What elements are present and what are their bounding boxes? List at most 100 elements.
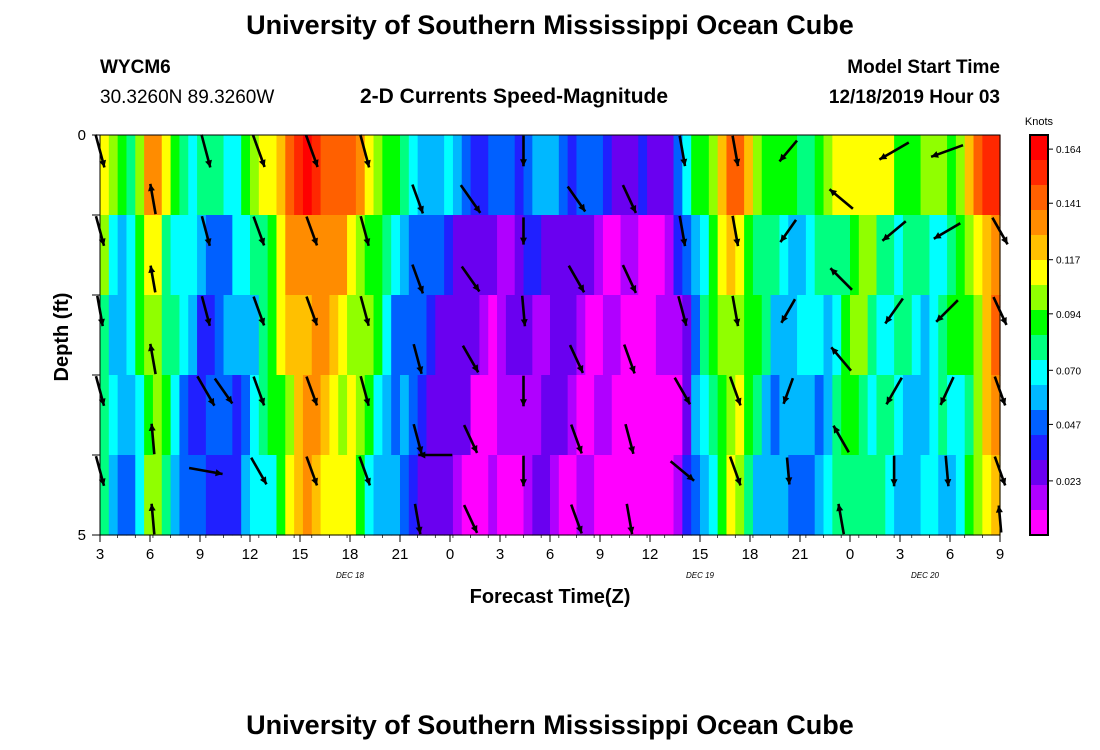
heatmap-cell [267, 455, 278, 536]
heatmap-cell [391, 375, 401, 456]
heatmap-cell [814, 215, 825, 296]
colorbar-segment [1030, 278, 1048, 286]
heatmap-cell [347, 215, 357, 296]
heatmap-cell [991, 375, 1001, 456]
heatmap-cell [152, 295, 163, 376]
heatmap-cell [911, 215, 922, 296]
heatmap-cell [126, 375, 136, 456]
heatmap-cell [532, 135, 542, 216]
heatmap-cell [523, 295, 533, 376]
current-vector [520, 375, 527, 407]
heatmap-cell [841, 375, 851, 456]
heatmap-cell [867, 295, 878, 376]
heatmap-cell [770, 375, 781, 456]
current-vector [305, 296, 319, 326]
heatmap-cell [241, 375, 251, 456]
heatmap-cell [250, 375, 260, 456]
heatmap-cell [117, 455, 128, 536]
colorbar-segment [1030, 466, 1048, 474]
heatmap-cell [426, 215, 436, 296]
heatmap-cell [267, 215, 278, 296]
heatmap-cell [179, 375, 189, 456]
heatmap-cell [585, 295, 595, 376]
heatmap-cell [364, 295, 375, 376]
heatmap-cell [461, 295, 472, 376]
heatmap-cell [876, 455, 886, 536]
colorbar-segment [1030, 191, 1048, 199]
heatmap-cell [682, 375, 692, 456]
heatmap-cell [576, 215, 586, 296]
colorbar-segment [1030, 203, 1048, 211]
heatmap-cell [850, 295, 860, 376]
heatmap-cell [752, 135, 763, 216]
heatmap-cell [929, 455, 939, 536]
heatmap-cell [302, 295, 313, 376]
colorbar-label: Knots [1025, 116, 1054, 128]
current-vector [878, 141, 910, 161]
heatmap-cell [497, 215, 507, 296]
current-vector [412, 343, 424, 375]
colorbar-segment [1030, 347, 1048, 355]
heatmap-cell [629, 375, 639, 456]
current-vector [890, 455, 898, 487]
heatmap-cell [973, 135, 983, 216]
heatmap-cell [911, 375, 922, 456]
heatmap-cell [355, 455, 366, 536]
heatmap-cell [223, 295, 233, 376]
heatmap-cell [100, 215, 110, 296]
current-vector [885, 377, 903, 405]
vector-head [576, 365, 584, 373]
heatmap-cell [523, 135, 533, 216]
heatmap-cell [197, 375, 207, 456]
vector-head [830, 268, 838, 276]
heatmap-cell [744, 375, 754, 456]
heatmap-cell [576, 295, 586, 376]
vector-head [258, 237, 265, 246]
heatmap-cell [505, 215, 516, 296]
vector-head [940, 397, 947, 405]
vector-head [148, 343, 155, 352]
current-vector [728, 376, 742, 406]
current-vector [252, 216, 266, 246]
current-vector [836, 503, 846, 535]
heatmap-cell [867, 135, 878, 216]
heatmap-cell [594, 455, 604, 536]
heatmap-cell [841, 215, 851, 296]
heatmap-cell [144, 135, 154, 216]
heatmap-cell [797, 375, 807, 456]
vector-head [520, 159, 527, 167]
heatmap-cell [585, 375, 595, 456]
current-vector [411, 184, 425, 214]
heatmap-cell [188, 135, 198, 216]
heatmap-cell [276, 215, 286, 296]
x-tick-label: 12 [242, 546, 259, 563]
heatmap-cell [311, 295, 322, 376]
heatmap-cell [938, 135, 948, 216]
vector-head [890, 479, 898, 487]
heatmap-cell [805, 215, 816, 296]
current-vector [785, 457, 793, 485]
heatmap-cell [329, 215, 339, 296]
heatmap-cell [452, 215, 463, 296]
heatmap-cell [894, 215, 904, 296]
current-vector [461, 345, 480, 373]
heatmap-cell [391, 135, 401, 216]
current-vector [359, 215, 371, 247]
heatmap-cell [338, 375, 348, 456]
current-vector [520, 295, 528, 327]
vector-head [576, 445, 583, 454]
heatmap-cell [647, 455, 657, 536]
heatmap-cell [152, 215, 163, 296]
heatmap-cell [964, 295, 975, 376]
heatmap-cell [364, 215, 375, 296]
heatmap-cell [161, 215, 172, 296]
colorbar-segment [1030, 397, 1048, 405]
heatmap-cell [708, 375, 719, 456]
heatmap-cell [373, 295, 383, 376]
x-tick-label: 6 [146, 546, 154, 563]
heatmap-cell [788, 215, 798, 296]
current-vector [569, 424, 583, 454]
colorbar-segment [1030, 447, 1048, 455]
heatmap-cell [294, 295, 304, 376]
heatmap-cell [964, 455, 975, 536]
